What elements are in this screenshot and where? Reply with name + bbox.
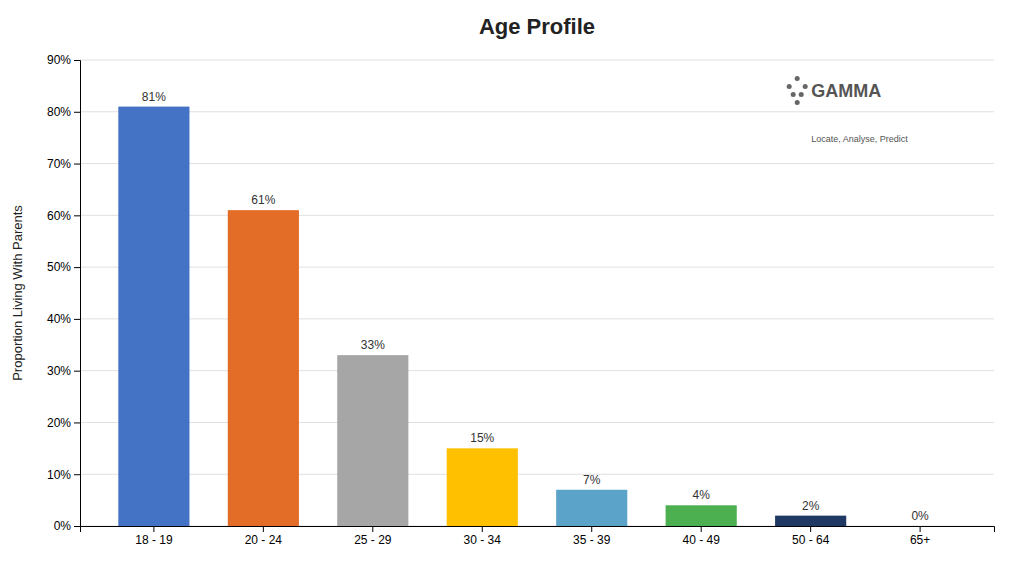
y-tick: 50% — [47, 260, 80, 274]
y-tick-label: 40% — [47, 312, 71, 326]
data-label: 33% — [361, 338, 385, 352]
grid-line — [80, 267, 994, 268]
data-label: 2% — [802, 499, 820, 513]
data-label: 15% — [470, 431, 494, 445]
x-tick-mark — [701, 526, 702, 532]
y-tick-label: 30% — [47, 364, 71, 378]
bar — [228, 210, 299, 526]
y-tick: 20% — [47, 416, 80, 430]
logo-dot — [791, 92, 796, 97]
data-label: 4% — [693, 488, 711, 502]
logo-dot — [787, 84, 792, 89]
y-axis: 0% 10% 20% 30% 40% 50% 60% 70% 80% 90% — [47, 53, 81, 533]
y-tick-label: 10% — [47, 468, 71, 482]
data-label: 81% — [142, 90, 166, 104]
x-tick-label: 65+ — [910, 533, 930, 547]
logo-dot — [799, 92, 804, 97]
x-tick: 20 - 24 — [245, 526, 283, 547]
logo-subtext: Locate, Analyse, Predict — [811, 134, 908, 144]
x-tick: 35 - 39 — [573, 526, 611, 547]
x-tick: 65+ — [910, 526, 930, 547]
grid-line — [80, 60, 994, 61]
bar — [556, 490, 627, 526]
x-tick-label: 35 - 39 — [573, 533, 611, 547]
x-tick-mark — [153, 526, 154, 532]
title: Age Profile — [479, 14, 595, 39]
x-tick-label: 40 - 49 — [683, 533, 721, 547]
y-tick-mark — [74, 422, 80, 423]
bars — [118, 107, 846, 526]
x-tick: 40 - 49 — [683, 526, 721, 547]
y-tick-label: 20% — [47, 416, 71, 430]
y-tick-mark — [74, 267, 80, 268]
bar — [447, 448, 518, 526]
annotations: GAMMA Locate, Analyse, Predict — [787, 76, 909, 143]
x-axis: 18 - 19 20 - 24 25 - 29 30 - 34 35 - 39 40 - … — [81, 526, 995, 547]
grid — [80, 60, 994, 526]
plot: 0% 10% 20% 30% 40% 50% 60% 70% 80% 90% 18 - 19 20 -… — [47, 53, 995, 546]
y-tick-mark — [74, 319, 80, 320]
x-tick-label: 25 - 29 — [354, 533, 392, 547]
y-tick: 80% — [47, 105, 80, 119]
x-tick-mark — [810, 526, 811, 532]
grid-line — [80, 318, 994, 319]
y-tick-mark — [74, 60, 80, 61]
bar — [775, 516, 846, 526]
x-tick-mark — [920, 526, 921, 532]
logo-dot — [795, 76, 800, 81]
y-tick: 60% — [47, 209, 80, 223]
grid-line — [80, 215, 994, 216]
y-tick-mark — [74, 215, 80, 216]
y-tick: 10% — [47, 468, 80, 482]
y-tick-label: 50% — [47, 260, 71, 274]
bar — [666, 505, 737, 526]
y-tick-mark — [74, 371, 80, 372]
grid-line — [80, 163, 994, 164]
y-tick: 30% — [47, 364, 80, 378]
logo-dot — [803, 84, 808, 89]
x-tick-label: 30 - 34 — [464, 533, 502, 547]
x-tick: 25 - 29 — [354, 526, 392, 547]
y-tick-label: 60% — [47, 209, 71, 223]
y-tick-label: 80% — [47, 105, 71, 119]
bar — [118, 107, 189, 526]
x-tick: 50 - 64 — [792, 526, 830, 547]
y-tick-label: 90% — [47, 53, 71, 67]
x-tick-label: 20 - 24 — [245, 533, 283, 547]
y-tick-mark — [74, 474, 80, 475]
y-tick-mark — [74, 164, 80, 165]
logo-text: GAMMA — [811, 81, 881, 101]
grid-line — [80, 422, 994, 423]
bar — [337, 355, 408, 526]
y-axis-line — [74, 61, 81, 527]
y-tick: 0% — [54, 519, 80, 533]
logo-dot — [795, 100, 800, 105]
y-tick: 90% — [47, 53, 80, 67]
x-tick: 30 - 34 — [464, 526, 502, 547]
data-labels: 81% 61% 33% 15% 7% 4% 2% 0% — [142, 90, 929, 523]
x-axis-line — [81, 527, 995, 533]
data-label: 0% — [911, 509, 929, 523]
grid-line — [80, 370, 994, 371]
x-tick: 18 - 19 — [135, 526, 173, 547]
x-tick-label: 18 - 19 — [135, 533, 173, 547]
y-tick-label: 0% — [54, 519, 72, 533]
x-tick-label: 50 - 64 — [792, 533, 830, 547]
data-label: 7% — [583, 473, 601, 487]
y-tick: 70% — [47, 157, 80, 171]
grid-line — [80, 111, 994, 112]
x-tick-mark — [591, 526, 592, 532]
x-tick-mark — [372, 526, 373, 532]
bar — [885, 526, 956, 527]
grid-line — [80, 474, 994, 475]
data-label: 61% — [251, 193, 275, 207]
y-tick: 40% — [47, 312, 80, 326]
chart: 0% 10% 20% 30% 40% 50% 60% 70% 80% 90% 18 - 19 20 -… — [0, 0, 1024, 576]
y-tick-mark — [74, 526, 80, 527]
y-tick-label: 70% — [47, 157, 71, 171]
y-tick-mark — [74, 112, 80, 113]
x-tick-mark — [263, 526, 264, 532]
x-tick-mark — [482, 526, 483, 532]
y-axis-title: Proportion Living With Parents — [10, 205, 25, 381]
